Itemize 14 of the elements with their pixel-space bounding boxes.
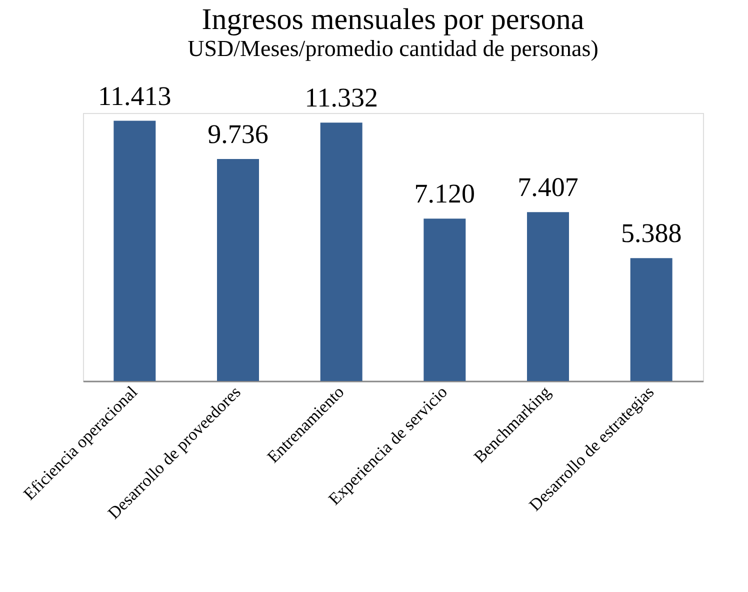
data-label: 7.407 xyxy=(518,172,578,202)
data-label: 7.120 xyxy=(414,178,476,209)
data-label: 9.736 xyxy=(208,119,268,150)
data-label: 11.413 xyxy=(98,80,172,111)
bar xyxy=(527,212,569,381)
bar xyxy=(630,258,672,381)
bar xyxy=(217,159,259,381)
bar xyxy=(424,218,466,381)
chart-title: Ingresos mensuales por persona xyxy=(202,2,584,36)
bar xyxy=(320,122,362,381)
data-label: 5.388 xyxy=(620,218,682,248)
data-label: 11.332 xyxy=(304,82,378,113)
chart-subtitle: USD/Meses/promedio cantidad de personas) xyxy=(188,36,598,61)
bar xyxy=(114,120,156,381)
